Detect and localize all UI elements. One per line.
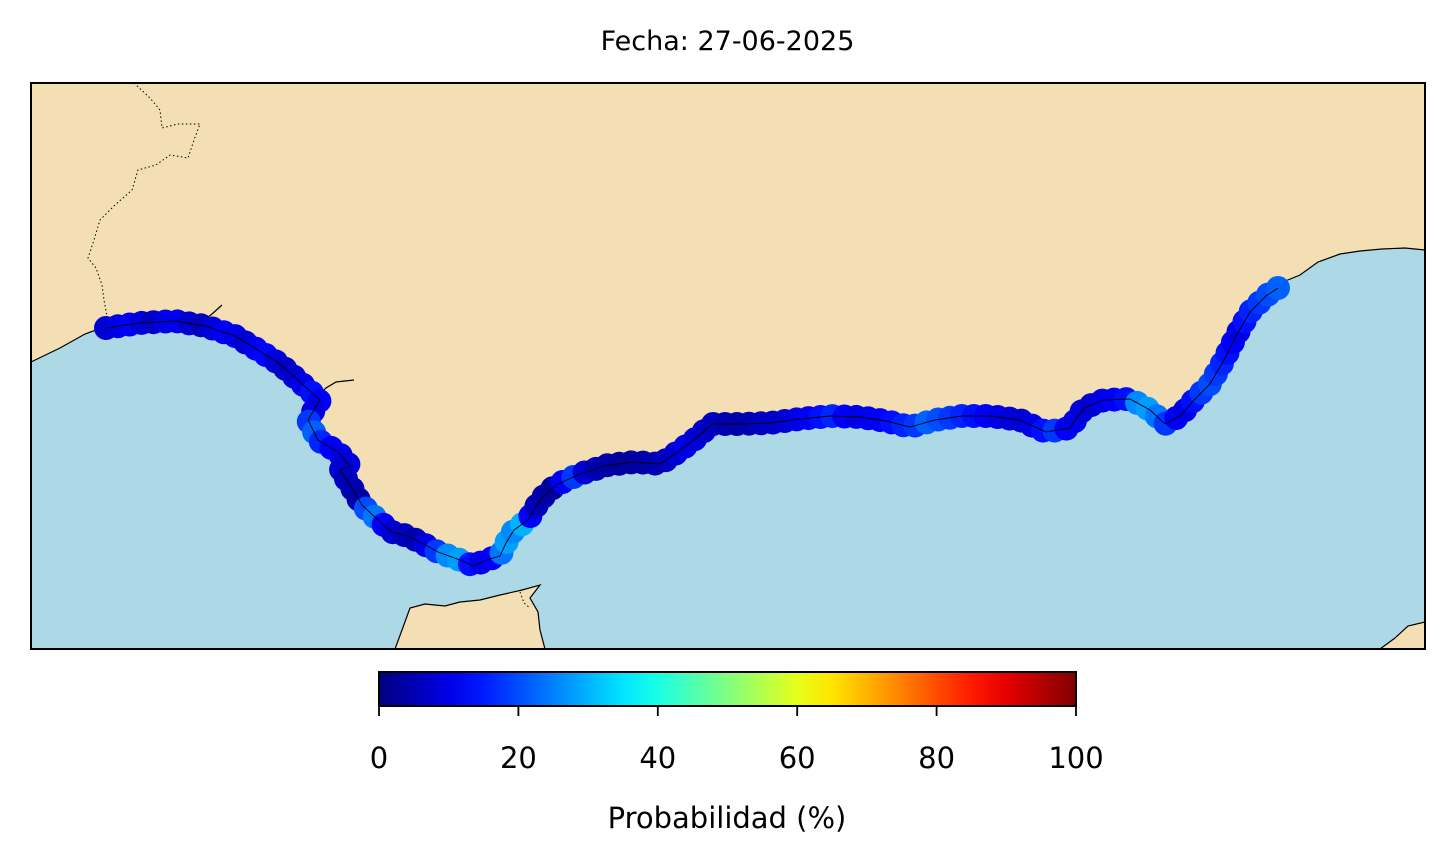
colorbar-tick-label: 40 [639,741,676,775]
colorbar-tick-label: 80 [918,741,955,775]
map-title: Fecha: 27-06-2025 [600,26,855,57]
coastline-track-overlay [105,287,1279,567]
colorbar-label: Probabilidad (%) [608,801,847,835]
colorbar-frame [378,671,1077,707]
map-area [31,83,1425,649]
map-frame [30,82,1426,650]
colorbar-tick-label: 60 [779,741,816,775]
colorbar-tick-label: 100 [1048,741,1103,775]
colorbar: 0 20 40 60 80 100 Probabilidad (%) [370,671,1104,835]
colorbar-tick-label: 20 [500,741,537,775]
country-border [519,591,531,609]
colorbar-gradient [379,672,1076,706]
colorbar-ticks [378,706,1077,716]
probability-points [94,276,1290,577]
colorbar-tick-label: 0 [370,741,388,775]
